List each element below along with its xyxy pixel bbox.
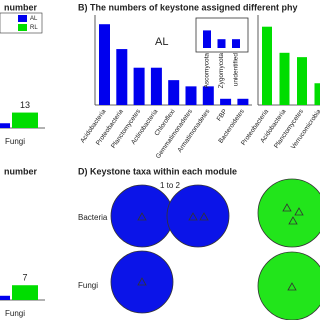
bar: [99, 24, 110, 105]
bar: [168, 80, 180, 105]
bar: [232, 39, 240, 48]
bar: [217, 39, 226, 48]
x-tick-label: Armatimonadetes: [176, 108, 211, 154]
bar: [314, 83, 320, 105]
module: [257, 251, 320, 320]
legend-label: RL: [30, 25, 38, 31]
bar: [237, 98, 249, 105]
annotation: AL: [155, 36, 168, 48]
x-tick-label: Fungi: [5, 137, 25, 146]
bar: [202, 86, 214, 105]
bar: [0, 295, 10, 300]
module: [110, 250, 174, 314]
row-label: Fungi: [78, 281, 98, 290]
bar: [150, 67, 162, 105]
modules: [110, 178, 320, 320]
panel-a-title: number: [4, 2, 38, 12]
x-tick-label: unidentified: [233, 53, 240, 87]
x-tick-label: Fungi: [5, 309, 25, 318]
inset-frame: [195, 17, 249, 53]
value-label: 13: [20, 100, 30, 110]
bar: [12, 285, 38, 300]
bar: [220, 98, 232, 105]
panel-c-title: number: [4, 166, 38, 176]
annotation: 1 to 2: [160, 181, 181, 190]
bar: [133, 67, 145, 105]
panel-b-title: B) The numbers of keystone assigned diff…: [78, 2, 298, 12]
bar: [262, 26, 272, 106]
bar: [0, 123, 10, 128]
bar: [116, 49, 128, 105]
row-label: Bacteria: [78, 213, 108, 222]
value-label: 7: [22, 273, 27, 283]
x-tick-label: Zygomycota: [218, 53, 225, 89]
bar: [12, 112, 38, 128]
x-tick-label: Ascomycota: [204, 53, 211, 89]
module: [110, 184, 174, 248]
bar: [203, 30, 211, 48]
legend-label: AL: [30, 16, 38, 22]
bar: [185, 86, 197, 105]
legend-swatch: [18, 15, 27, 22]
x-tick-label: FBP: [216, 108, 229, 122]
module: [166, 184, 230, 248]
keystone-markers: [137, 203, 304, 291]
bar: [279, 52, 290, 105]
module: [257, 178, 320, 248]
legend-swatch: [18, 24, 27, 31]
bar: [297, 57, 307, 105]
panel-d-title: D) Keystone taxa within each module: [78, 166, 237, 176]
legend-frame: [0, 12, 43, 34]
